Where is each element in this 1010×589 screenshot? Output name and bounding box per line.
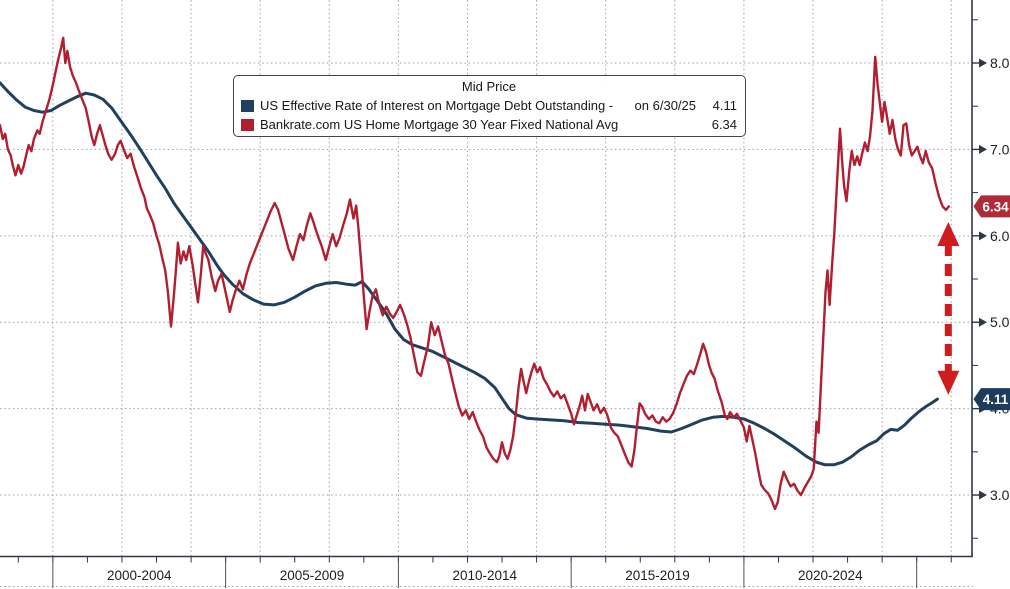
- series-line-effective-rate: [0, 81, 939, 467]
- y-tick-arrow-icon: [979, 231, 987, 241]
- y-tick-arrow-icon: [979, 58, 987, 68]
- y-tick-arrow-icon: [979, 490, 987, 500]
- series-swatch-red: [241, 118, 254, 131]
- price-badge-bankrate: [973, 195, 1010, 218]
- legend-box: Mid Price US Effective Rate of Interest …: [233, 75, 746, 137]
- price-badge-effective-rate: [973, 388, 1010, 411]
- series-line-bankrate: [0, 36, 950, 511]
- y-axis-label: 5.00: [990, 314, 1010, 330]
- spread-arrow-head-up: [937, 221, 960, 246]
- y-axis-label: 6.00: [990, 228, 1010, 244]
- x-period-label: 2000-2004: [107, 568, 172, 583]
- legend-value-bankrate: 6.34: [711, 117, 737, 132]
- legend-value-effective-rate: 4.11: [712, 98, 737, 113]
- x-period-label: 2005-2009: [280, 568, 345, 583]
- legend-row-effective-rate: US Effective Rate of Interest on Mortgag…: [241, 96, 737, 115]
- spread-arrow-head-down: [937, 370, 960, 395]
- legend-label-effective-rate: US Effective Rate of Interest on Mortgag…: [260, 98, 614, 113]
- price-badge-effective-rate-value: 4.11: [983, 392, 1009, 407]
- y-axis-label: 3.00: [990, 487, 1010, 503]
- x-period-label: 2015-2019: [625, 568, 690, 583]
- y-tick-arrow-icon: [979, 317, 987, 327]
- legend-row-bankrate: Bankrate.com US Home Mortgage 30 Year Fi…: [241, 115, 737, 134]
- series-swatch-navy: [241, 99, 254, 112]
- legend-label-bankrate: Bankrate.com US Home Mortgage 30 Year Fi…: [260, 117, 619, 132]
- y-tick-arrow-icon: [979, 144, 987, 154]
- x-period-label: 2010-2014: [452, 568, 517, 583]
- x-period-label: 2020-2024: [798, 568, 863, 583]
- y-axis-label: 8.00: [990, 55, 1010, 71]
- legend-date-note: on 6/30/25: [634, 98, 696, 113]
- price-badge-bankrate-value: 6.34: [982, 199, 1009, 214]
- legend-title: Mid Price: [461, 79, 517, 94]
- y-axis-label: 7.00: [990, 141, 1010, 157]
